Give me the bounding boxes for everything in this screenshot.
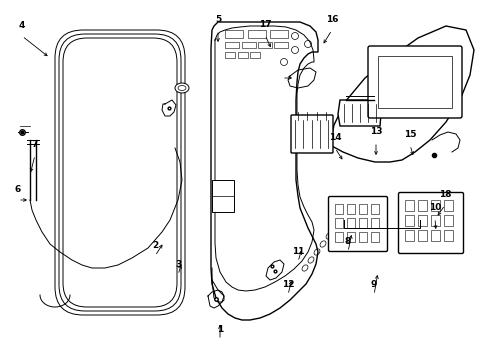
Bar [346, 218, 354, 228]
Bar [358, 204, 366, 214]
Bar [417, 230, 426, 241]
Text: 3: 3 [175, 260, 181, 269]
Bar [443, 230, 452, 241]
Bar [238, 52, 247, 58]
Bar [404, 200, 413, 211]
Bar [404, 215, 413, 226]
Bar [346, 204, 354, 214]
Text: 5: 5 [214, 15, 221, 24]
Bar [334, 204, 342, 214]
Bar [430, 230, 439, 241]
Bar [430, 215, 439, 226]
Bar [430, 200, 439, 211]
Text: 16: 16 [325, 15, 338, 24]
Polygon shape [210, 22, 317, 320]
Bar [443, 215, 452, 226]
Bar [358, 218, 366, 228]
Polygon shape [329, 26, 473, 162]
Text: 4: 4 [19, 21, 25, 30]
Bar [258, 42, 271, 48]
Text: 14: 14 [328, 133, 341, 142]
Bar [269, 30, 287, 38]
Text: 9: 9 [370, 280, 376, 289]
Bar [273, 42, 287, 48]
Text: 1: 1 [217, 325, 223, 334]
Text: 11: 11 [291, 247, 304, 256]
Bar [224, 42, 239, 48]
Bar [370, 218, 378, 228]
Bar [370, 232, 378, 242]
Bar [242, 42, 256, 48]
FancyBboxPatch shape [290, 115, 332, 153]
Bar [346, 232, 354, 242]
Text: 7: 7 [32, 140, 38, 149]
Bar [370, 204, 378, 214]
Text: 12: 12 [281, 280, 294, 289]
Bar [358, 232, 366, 242]
Text: 18: 18 [438, 190, 450, 199]
Text: 13: 13 [369, 127, 382, 136]
Ellipse shape [175, 83, 189, 93]
FancyBboxPatch shape [328, 197, 386, 252]
Text: 6: 6 [15, 185, 21, 194]
FancyBboxPatch shape [398, 193, 463, 253]
Bar [377, 56, 451, 108]
Bar [334, 232, 342, 242]
Bar [443, 200, 452, 211]
Bar [249, 52, 260, 58]
Bar [334, 218, 342, 228]
FancyBboxPatch shape [367, 46, 461, 118]
Bar [417, 215, 426, 226]
Bar [224, 30, 243, 38]
Bar [224, 52, 235, 58]
Text: 15: 15 [403, 130, 415, 139]
Bar [212, 180, 234, 212]
Text: 2: 2 [152, 241, 158, 250]
Text: 10: 10 [428, 203, 440, 212]
Bar [247, 30, 265, 38]
Text: 17: 17 [258, 20, 271, 29]
Bar [404, 230, 413, 241]
Bar [417, 200, 426, 211]
Text: 8: 8 [344, 237, 350, 246]
Polygon shape [337, 100, 381, 126]
Polygon shape [265, 260, 284, 280]
